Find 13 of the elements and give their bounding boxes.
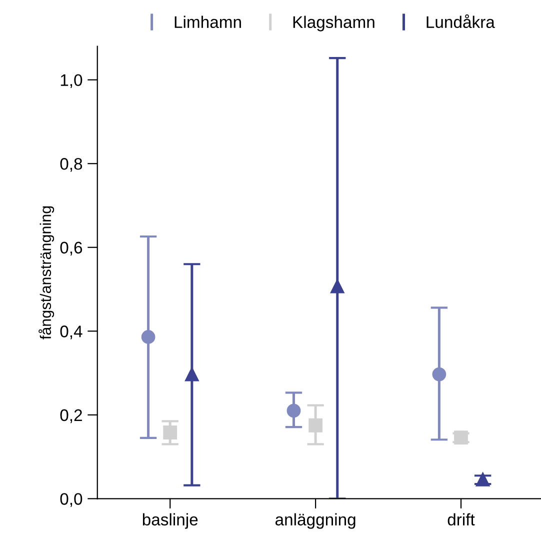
y-axis-title: fångst/ansträngning [38, 206, 54, 340]
legend-label: Klagshamn [293, 16, 374, 32]
y-tick-label: 0,8 [60, 158, 82, 172]
y-tick-label: 0,6 [60, 242, 82, 256]
y-tick-label: 0,4 [60, 326, 82, 340]
y-tick-label: 1,0 [60, 74, 82, 88]
legend-label: Lundåkra [426, 14, 495, 28]
y-tick-label: 0,0 [60, 493, 82, 507]
legend-label: Limhamn [174, 16, 241, 28]
x-tick-label: baslinje [142, 513, 198, 529]
y-tick-label: 0,2 [60, 409, 82, 424]
x-tick-label: anläggning [275, 513, 356, 529]
x-tick-label: drift [448, 513, 475, 526]
